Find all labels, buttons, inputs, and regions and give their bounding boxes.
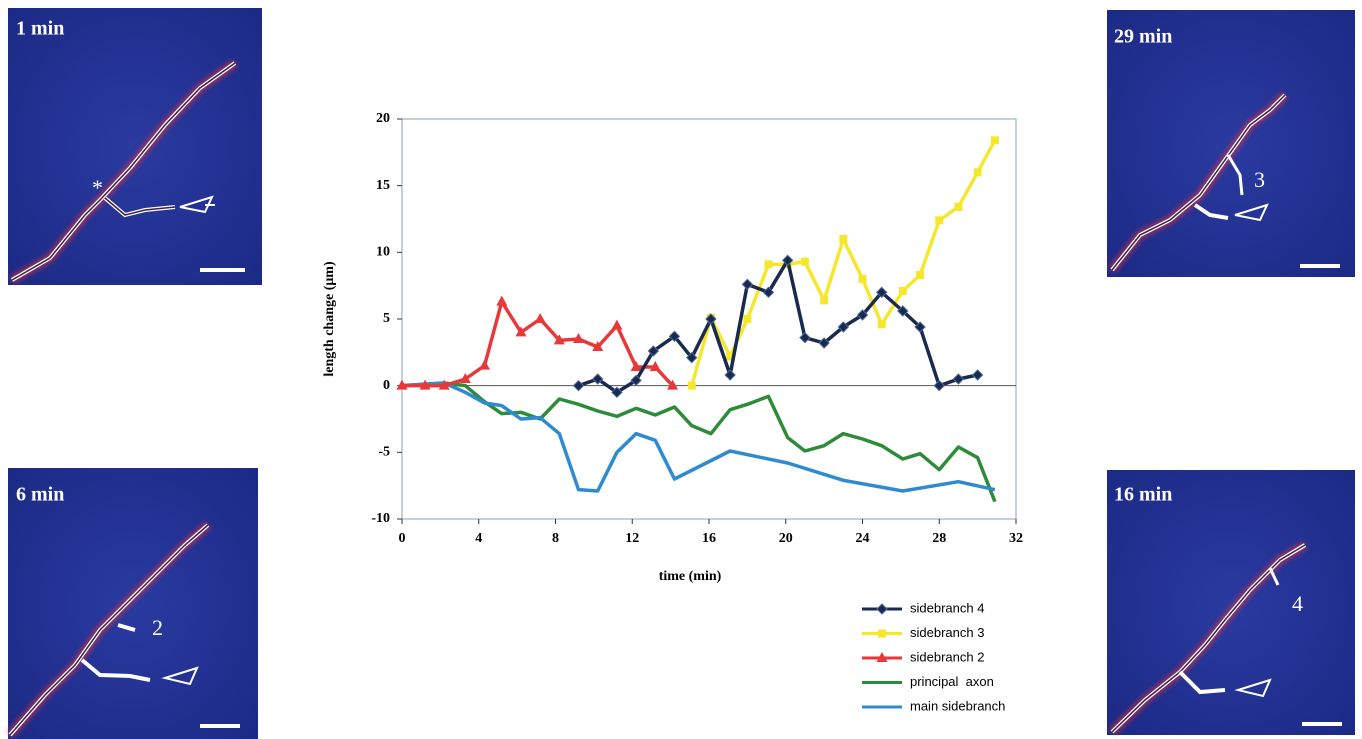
panel-annotation: 4	[1292, 591, 1303, 616]
point	[725, 370, 735, 380]
series-line	[402, 383, 995, 491]
point	[878, 320, 886, 328]
panel-label: 1 min	[16, 18, 64, 40]
legend-label: sidebranch 4	[910, 600, 984, 615]
image-panel: 29 min 3	[1107, 10, 1355, 277]
x-tick-label: 32	[1009, 531, 1023, 546]
point	[820, 296, 828, 304]
y-tick-label: -10	[371, 511, 390, 526]
series-line	[402, 302, 673, 386]
point	[934, 381, 944, 391]
x-tick-label: 4	[475, 531, 482, 546]
point	[839, 235, 847, 243]
figure-canvas: 1 min * 6 min 2 29 min 3 16 m	[0, 0, 1362, 739]
point	[991, 136, 999, 144]
point	[800, 333, 810, 343]
point	[953, 374, 963, 384]
panel-annotation: *	[92, 175, 103, 200]
y-tick-label: 10	[376, 245, 390, 260]
point	[742, 279, 752, 289]
y-tick-label: 20	[376, 111, 390, 126]
y-tick-label: 5	[383, 311, 390, 326]
panel-annotation: 2	[152, 615, 163, 640]
legend-label: main sidebranch	[910, 698, 1005, 713]
x-axis-label: time (min)	[659, 569, 722, 584]
image-panel: 6 min 2	[8, 468, 258, 739]
point	[859, 275, 867, 283]
micrograph	[8, 8, 262, 285]
legend-label: principal axon	[910, 674, 994, 689]
point	[535, 313, 546, 323]
point	[899, 287, 907, 295]
panel-annotation: 3	[1254, 167, 1265, 192]
point	[496, 296, 507, 306]
point	[974, 168, 982, 176]
legend-marker	[877, 604, 887, 614]
y-tick-label: -5	[378, 445, 390, 460]
x-tick-label: 24	[856, 531, 870, 546]
x-tick-label: 16	[702, 531, 716, 546]
panel-label: 29 min	[1114, 26, 1172, 48]
point	[801, 258, 809, 266]
point	[479, 360, 490, 370]
point	[954, 203, 962, 211]
point	[935, 216, 943, 224]
panel-label: 6 min	[16, 484, 64, 506]
point	[973, 370, 983, 380]
point	[916, 271, 924, 279]
point	[611, 320, 622, 330]
y-axis-label: length change (μm)	[322, 261, 337, 377]
legend-label: sidebranch 2	[910, 649, 984, 664]
x-tick-label: 12	[625, 531, 639, 546]
image-panel: 1 min *	[8, 8, 262, 285]
point	[574, 381, 584, 391]
series-line	[692, 140, 995, 385]
point	[764, 260, 772, 268]
y-tick-label: 0	[383, 378, 390, 393]
point	[688, 382, 696, 390]
legend-label: sidebranch 3	[910, 625, 984, 640]
figure: 1 min * 6 min 2 29 min 3 16 m	[0, 0, 1362, 739]
point	[743, 315, 751, 323]
x-tick-label: 20	[779, 531, 793, 546]
y-tick-label: 15	[376, 178, 390, 193]
x-tick-label: 28	[932, 531, 946, 546]
x-tick-label: 0	[399, 531, 406, 546]
legend-marker	[878, 630, 886, 638]
x-tick-label: 8	[552, 531, 559, 546]
image-panel: 16 min 4	[1107, 470, 1355, 735]
series-line	[402, 383, 995, 502]
panel-label: 16 min	[1114, 484, 1172, 506]
